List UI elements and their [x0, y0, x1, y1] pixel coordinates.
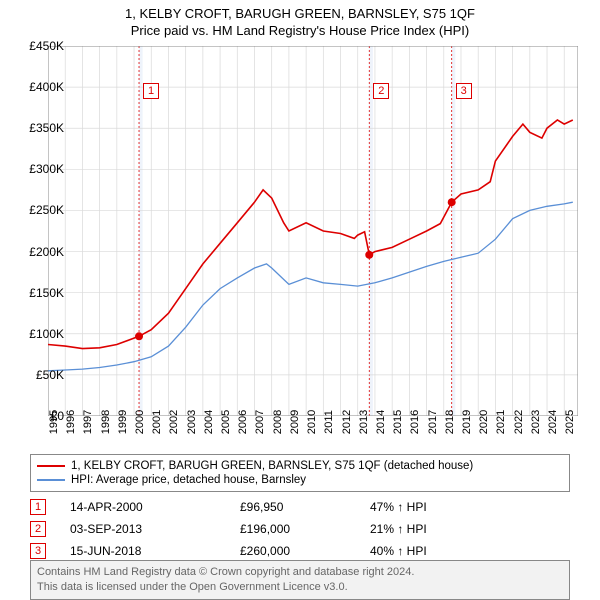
sales-table: 1 14-APR-2000£96,95047% ↑ HPI 2 03-SEP-2013… — [30, 496, 570, 562]
line-chart — [48, 46, 578, 416]
sale-delta: 21% ↑ HPI — [370, 522, 427, 536]
x-tick-label: 2003 — [186, 410, 198, 434]
sale-price: £96,950 — [240, 500, 370, 514]
x-tick-label: 1999 — [117, 410, 129, 434]
y-tick-label: £100K — [29, 327, 64, 341]
legend-label: HPI: Average price, detached house, Barn… — [71, 474, 306, 486]
y-tick-label: £50K — [36, 368, 64, 382]
legend-label: 1, KELBY CROFT, BARUGH GREEN, BARNSLEY, … — [71, 460, 473, 472]
sale-row-marker: 2 — [30, 521, 46, 537]
x-tick-label: 2006 — [237, 410, 249, 434]
x-tick-label: 2008 — [272, 410, 284, 434]
chart-subtitle: Price paid vs. HM Land Registry's House … — [0, 21, 600, 38]
y-tick-label: £400K — [29, 80, 64, 94]
y-tick-label: £150K — [29, 286, 64, 300]
x-tick-label: 2012 — [341, 410, 353, 434]
x-tick-label: 2001 — [151, 410, 163, 434]
x-tick-label: 2011 — [323, 410, 335, 434]
x-tick-label: 1995 — [48, 410, 60, 434]
y-tick-label: £350K — [29, 121, 64, 135]
x-tick-label: 2015 — [392, 410, 404, 434]
x-tick-label: 2010 — [306, 410, 318, 434]
x-tick-label: 2002 — [168, 410, 180, 434]
x-tick-label: 2024 — [547, 410, 559, 434]
x-tick-label: 2013 — [358, 410, 370, 434]
sale-delta: 47% ↑ HPI — [370, 500, 427, 514]
x-tick-label: 2016 — [409, 410, 421, 434]
sale-price: £196,000 — [240, 522, 370, 536]
x-tick-label: 2009 — [289, 410, 301, 434]
sale-row-marker: 1 — [30, 499, 46, 515]
sale-marker: 1 — [143, 83, 159, 99]
x-tick-label: 2007 — [254, 410, 266, 434]
x-tick-label: 2005 — [220, 410, 232, 434]
legend-swatch — [37, 465, 65, 467]
y-tick-label: £450K — [29, 39, 64, 53]
sale-row: 3 15-JUN-2018£260,00040% ↑ HPI — [30, 540, 570, 562]
sale-date: 15-JUN-2018 — [70, 544, 240, 558]
x-tick-label: 2022 — [513, 410, 525, 434]
sale-marker: 2 — [373, 83, 389, 99]
footer-line-2: This data is licensed under the Open Gov… — [37, 580, 563, 595]
chart-area — [48, 46, 578, 416]
x-tick-label: 2021 — [495, 410, 507, 434]
legend-swatch — [37, 479, 65, 481]
license-footer: Contains HM Land Registry data © Crown c… — [30, 560, 570, 600]
y-tick-label: £250K — [29, 203, 64, 217]
sale-date: 14-APR-2000 — [70, 500, 240, 514]
x-tick-label: 2019 — [461, 410, 473, 434]
chart-container: 1, KELBY CROFT, BARUGH GREEN, BARNSLEY, … — [0, 0, 600, 590]
legend-item: 1, KELBY CROFT, BARUGH GREEN, BARNSLEY, … — [37, 459, 563, 473]
footer-line-1: Contains HM Land Registry data © Crown c… — [37, 565, 563, 580]
chart-title: 1, KELBY CROFT, BARUGH GREEN, BARNSLEY, … — [0, 0, 600, 21]
x-tick-label: 2000 — [134, 410, 146, 434]
sale-marker: 3 — [456, 83, 472, 99]
x-tick-label: 2004 — [203, 410, 215, 434]
sale-price: £260,000 — [240, 544, 370, 558]
x-tick-label: 1997 — [82, 410, 94, 434]
legend: 1, KELBY CROFT, BARUGH GREEN, BARNSLEY, … — [30, 454, 570, 492]
x-tick-label: 2020 — [478, 410, 490, 434]
y-tick-label: £200K — [29, 245, 64, 259]
x-tick-label: 2025 — [564, 410, 576, 434]
sale-row: 2 03-SEP-2013£196,00021% ↑ HPI — [30, 518, 570, 540]
x-tick-label: 2023 — [530, 410, 542, 434]
legend-item: HPI: Average price, detached house, Barn… — [37, 473, 563, 487]
y-tick-label: £300K — [29, 162, 64, 176]
sale-date: 03-SEP-2013 — [70, 522, 240, 536]
x-tick-label: 2014 — [375, 410, 387, 434]
sale-delta: 40% ↑ HPI — [370, 544, 427, 558]
x-tick-label: 2018 — [444, 410, 456, 434]
x-tick-label: 1998 — [100, 410, 112, 434]
sale-row: 1 14-APR-2000£96,95047% ↑ HPI — [30, 496, 570, 518]
sale-row-marker: 3 — [30, 543, 46, 559]
x-tick-label: 2017 — [427, 410, 439, 434]
x-tick-label: 1996 — [65, 410, 77, 434]
